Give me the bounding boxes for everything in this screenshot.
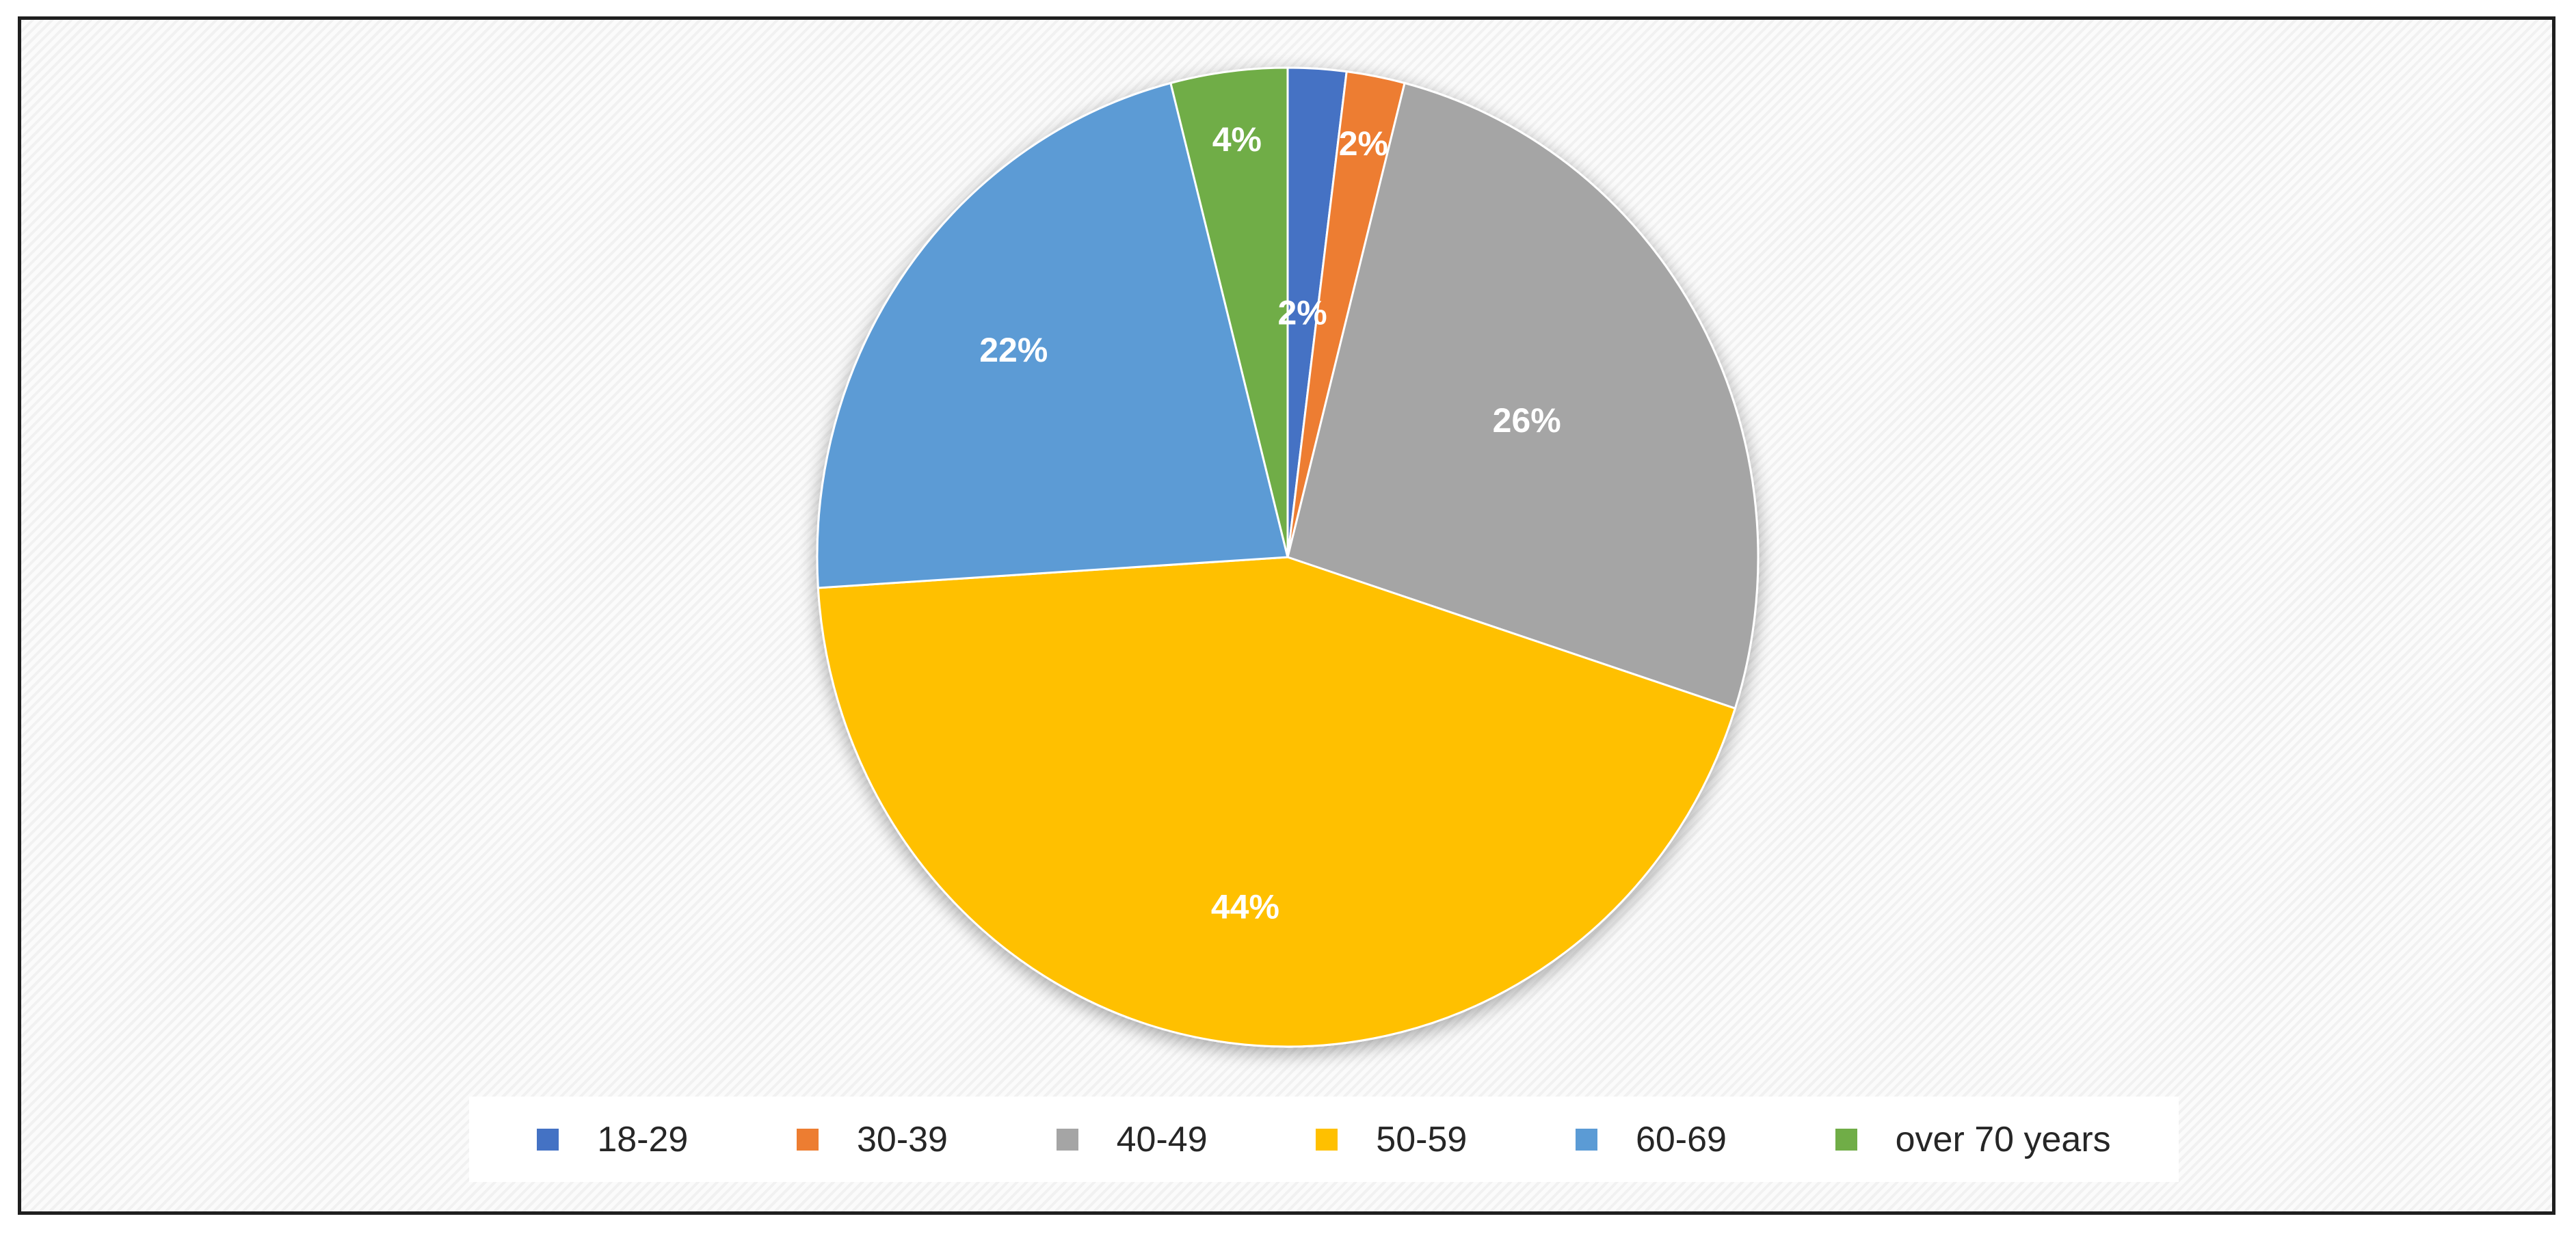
legend-swatch [1835, 1128, 1857, 1151]
legend-label: 18-29 [597, 1119, 689, 1159]
pie-slice-over-70-years [1169, 66, 1289, 558]
legend-item-over-70-years: over 70 years [1835, 1119, 2111, 1160]
legend-swatch [1316, 1128, 1338, 1151]
legend-item-40-49: 40-49 [1056, 1119, 1208, 1160]
legend-label: over 70 years [1895, 1119, 2111, 1159]
legend: 18-29 30-39 40-49 50-59 60-69 over 70 ye… [469, 1097, 2179, 1182]
pie-slice-40-49 [1286, 81, 1760, 710]
legend-item-50-59: 50-59 [1316, 1119, 1467, 1160]
legend-item-60-69: 60-69 [1575, 1119, 1727, 1160]
pie-slice-60-69 [816, 81, 1289, 589]
legend-swatch [1575, 1128, 1597, 1151]
legend-swatch [537, 1128, 559, 1151]
legend-item-18-29: 18-29 [537, 1119, 688, 1160]
legend-swatch [796, 1128, 819, 1151]
pie-slice-50-59 [816, 556, 1737, 1048]
data-label: 22% [979, 331, 1048, 369]
data-label: 4% [1212, 120, 1262, 159]
legend-swatch [1056, 1128, 1078, 1151]
legend-label: 60-69 [1635, 1119, 1727, 1159]
data-label: 26% [1493, 401, 1561, 440]
legend-label: 40-49 [1116, 1119, 1208, 1159]
data-label: 44% [1211, 887, 1279, 926]
data-label: 2% [1339, 124, 1388, 163]
data-label: 2% [1277, 294, 1327, 332]
legend-label: 50-59 [1376, 1119, 1468, 1159]
legend-item-30-39: 30-39 [796, 1119, 948, 1160]
legend-label: 30-39 [856, 1119, 948, 1159]
